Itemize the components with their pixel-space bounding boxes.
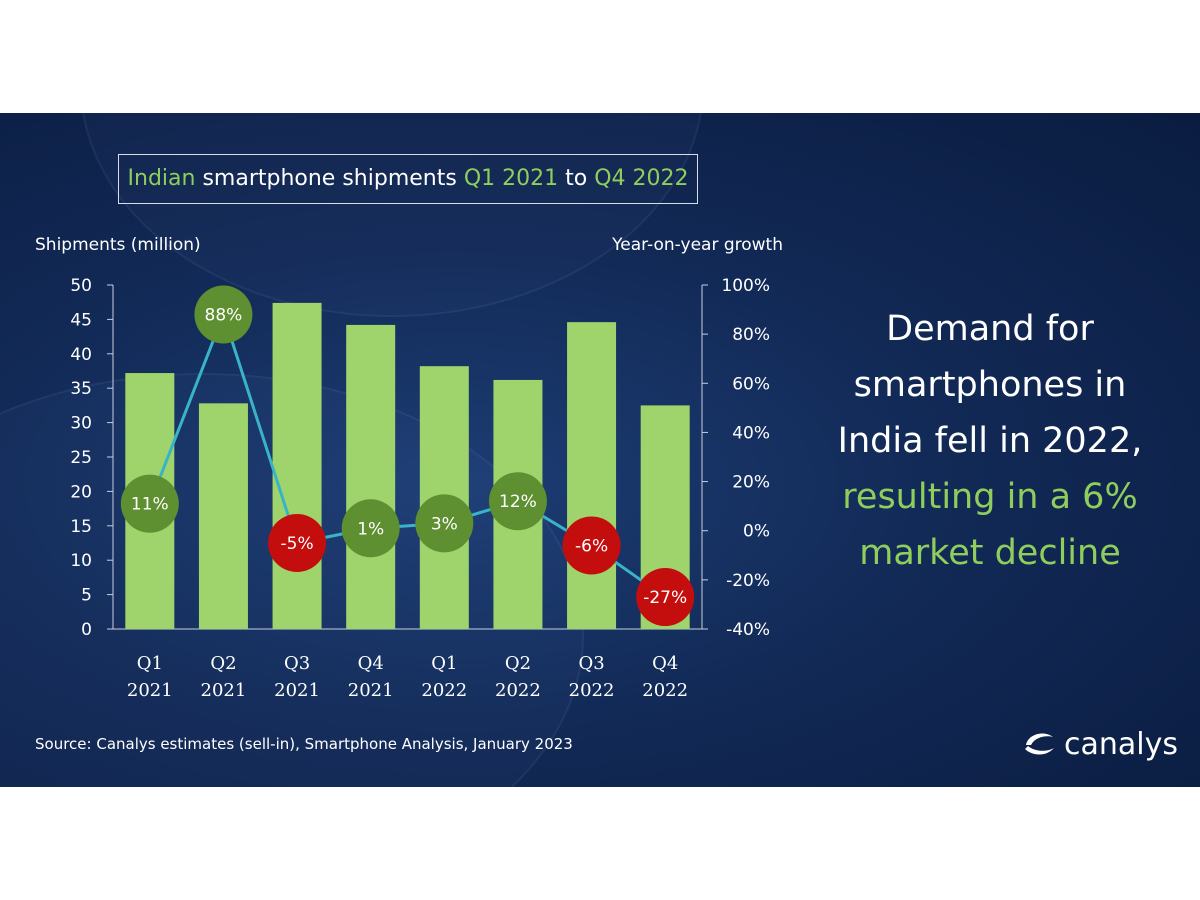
title-part: smartphone shipments [195, 166, 464, 191]
growth-label: 12% [499, 492, 537, 512]
headline-line: Demand for [886, 309, 1094, 349]
x-tick-label-quarter: Q4 [358, 653, 384, 674]
headline-line: smartphones in [853, 365, 1127, 405]
x-tick-label-year: 2021 [274, 680, 320, 701]
y-tick-label-left: 30 [70, 414, 92, 434]
y-tick-label-left: 50 [70, 276, 92, 296]
y-axis-left-label: Shipments (million) [35, 235, 201, 255]
headline-line: resulting in a 6% [842, 477, 1138, 517]
y-tick-label-right: -20% [726, 571, 770, 591]
x-tick-label-year: 2022 [495, 680, 541, 701]
headline-line: market decline [859, 533, 1121, 573]
y-tick-label-right: 100% [721, 276, 770, 296]
x-tick-label-year: 2022 [569, 680, 615, 701]
growth-label: -5% [281, 534, 314, 554]
canalys-logo: canalys [1022, 725, 1178, 763]
growth-label: 1% [357, 519, 384, 539]
y-tick-label-left: 40 [70, 345, 92, 365]
y-tick-label-right: 80% [732, 325, 770, 345]
shipment-bar [567, 322, 617, 629]
y-tick-label-left: 5 [81, 586, 92, 606]
title-part: Q4 2022 [594, 166, 689, 191]
growth-label: 3% [431, 514, 458, 534]
infographic-panel: Indian smartphone shipments Q1 2021 to Q… [0, 113, 1200, 787]
x-tick-label-year: 2021 [201, 680, 247, 701]
x-tick-label-quarter: Q1 [431, 653, 457, 674]
shipment-bar [272, 302, 322, 629]
x-tick-label-quarter: Q3 [284, 653, 310, 674]
shipment-bar [346, 324, 396, 629]
y-tick-label-right: 20% [732, 473, 770, 493]
y-tick-label-right: -40% [726, 620, 770, 640]
y-tick-label-right: 40% [732, 423, 770, 443]
growth-label: 11% [131, 495, 169, 515]
growth-label: -6% [575, 536, 608, 556]
y-tick-label-left: 25 [70, 448, 92, 468]
x-tick-label-quarter: Q2 [210, 653, 236, 674]
y-tick-label-left: 10 [70, 551, 92, 571]
x-tick-label-quarter: Q4 [652, 653, 678, 674]
x-tick-label-year: 2021 [348, 680, 394, 701]
growth-marker [120, 474, 179, 533]
growth-marker [415, 494, 474, 553]
growth-marker [488, 472, 547, 531]
x-tick-label-quarter: Q3 [578, 653, 604, 674]
combo-chart: Shipments (million) Year-on-year growth 0 5… [35, 235, 783, 701]
growth-label: -27% [643, 588, 687, 608]
y-tick-label-left: 0 [81, 620, 92, 640]
y-tick-label-right: 60% [732, 374, 770, 394]
growth-marker [341, 499, 400, 558]
title-part: Q1 2021 [463, 166, 559, 191]
y-tick-label-left: 45 [70, 310, 92, 330]
source-note: Source: Canalys estimates (sell-in), Sma… [35, 735, 573, 753]
growth-marker [194, 285, 253, 344]
headline-line: India fell in 2022, [837, 421, 1143, 461]
chart-title: Indian smartphone shipments Q1 2021 to Q… [118, 154, 698, 204]
growth-marker [636, 568, 695, 627]
y-tick-label-left: 20 [70, 482, 92, 502]
growth-marker [562, 516, 621, 575]
x-tick-label-year: 2022 [421, 680, 467, 701]
y-tick-label-left: 15 [70, 517, 92, 537]
title-part: to [558, 166, 595, 191]
title-part: Indian [127, 166, 196, 191]
x-tick-label-year: 2021 [127, 680, 173, 701]
growth-marker [268, 514, 327, 572]
x-tick-label-year: 2022 [642, 680, 688, 701]
growth-label: 88% [205, 305, 243, 325]
y-tick-label-left: 35 [70, 379, 92, 399]
x-tick-label-quarter: Q1 [137, 653, 163, 674]
y-axis-right-label: Year-on-year growth [611, 235, 783, 255]
y-tick-label-right: 0% [743, 522, 770, 542]
shipment-bar [198, 403, 248, 629]
headline: Demand for smartphones in India fell in … [810, 301, 1170, 581]
canalys-swirl-icon [1025, 733, 1054, 755]
x-tick-label-quarter: Q2 [505, 653, 531, 674]
logo-text: canalys [1064, 726, 1178, 762]
